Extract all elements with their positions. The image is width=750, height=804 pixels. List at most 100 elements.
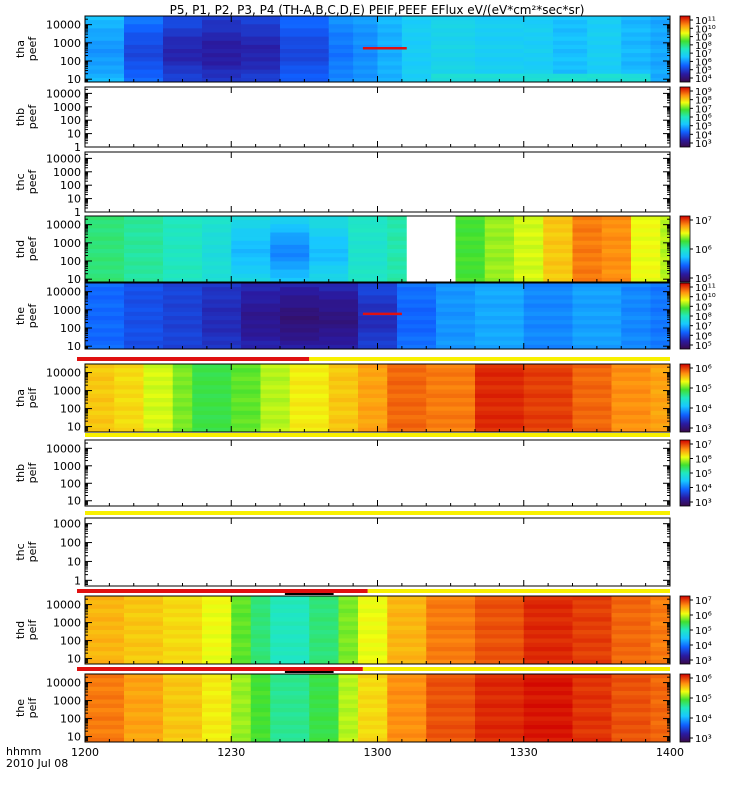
spectrogram-cell [250, 617, 271, 622]
spectrogram-cell [124, 220, 164, 225]
mode-bar-red [77, 667, 363, 671]
spectrogram-cell [192, 393, 232, 399]
spectrogram-cell [387, 277, 408, 283]
spectrogram-cell [601, 253, 632, 258]
spectrogram-cell [387, 415, 427, 420]
spectrogram-cell [523, 73, 554, 79]
spectrogram-cell [436, 283, 476, 288]
spectrogram-cell [270, 240, 310, 246]
spectrogram-cell [163, 61, 203, 66]
spectrogram-cell [572, 729, 612, 734]
spectrogram-cell [85, 625, 125, 631]
spectrogram-cell [358, 634, 388, 639]
spectrogram-cell [163, 249, 203, 254]
y-tick-label: 100 [60, 55, 81, 68]
spectrogram-cell [124, 659, 164, 665]
spectrogram-cell [250, 733, 271, 739]
spectrogram-cell [163, 686, 203, 692]
spectrogram-cell [309, 725, 339, 730]
spectrogram-cell [309, 273, 349, 279]
spectrogram-cell [231, 604, 252, 610]
spectrogram-cell [280, 303, 320, 309]
spectrogram-cell [85, 20, 125, 25]
spectrogram-cell [523, 77, 554, 83]
spectrogram-cell [514, 220, 544, 225]
spectrogram-cell [85, 311, 125, 317]
colorbar-tick-label: 10⁶ [695, 57, 712, 68]
spectrogram-cell [401, 44, 432, 50]
spectrogram-cell [387, 621, 427, 627]
spectrogram-cell [163, 232, 203, 238]
spectrogram-cell [202, 729, 232, 734]
spectrogram-cell [114, 393, 144, 399]
spectrogram-cell [426, 691, 476, 696]
spectrogram-cell [85, 651, 125, 656]
spectrogram-cell [523, 625, 573, 631]
spectrogram-cell [202, 20, 242, 25]
spectrogram-cell [358, 725, 388, 730]
spectrogram-cell [202, 604, 232, 610]
spectrogram-cell [543, 249, 573, 254]
y-axis-label-line: the [14, 699, 27, 717]
spectrogram-cell [163, 299, 203, 305]
spectrogram-cell [85, 49, 125, 54]
spectrogram-cell [426, 389, 476, 395]
spectrogram-cell [280, 20, 330, 25]
spectrogram-cell [572, 686, 612, 692]
spectrogram-cell [523, 20, 554, 25]
colorbar-tick-label: 10⁷ [695, 440, 712, 451]
spectrogram-cell [650, 40, 671, 46]
spectrogram-cell [202, 57, 242, 62]
spectrogram-cell [553, 69, 588, 75]
spectrogram-cell [621, 20, 651, 25]
spectrogram-cell [348, 277, 388, 283]
spectrogram-cell [270, 733, 310, 739]
spectrogram-cell [289, 410, 330, 416]
spectrogram-cell [202, 655, 232, 661]
spectrogram-cell [124, 73, 164, 79]
spectrogram-cell [650, 604, 671, 610]
spectrogram-cell [358, 364, 388, 369]
spectrogram-cell [143, 415, 174, 420]
y-tick-label: 10 [67, 273, 81, 286]
spectrogram-cell [338, 638, 359, 644]
spectrogram-cell [660, 253, 671, 258]
spectrogram-cell [328, 49, 354, 54]
spectrogram-cell [328, 65, 354, 71]
spectrogram-cell [387, 228, 408, 233]
spectrogram-cell [401, 49, 432, 54]
spectrogram-cell [241, 16, 281, 21]
spectrogram-cell [426, 381, 476, 386]
spectrogram-cell [270, 634, 310, 639]
spectrogram-cell [309, 655, 339, 661]
spectrogram-cell [280, 24, 330, 29]
y-axis-label: thdpeif [14, 619, 39, 641]
spectrogram-cell [202, 299, 242, 305]
spectrogram-cell [309, 691, 339, 696]
spectrogram-cell [650, 32, 671, 38]
spectrogram-cell [387, 630, 427, 635]
spectrogram-cell [523, 716, 573, 722]
spectrogram-cell [377, 69, 403, 75]
spectrogram-cell [387, 419, 427, 424]
spectrogram-cell [436, 328, 476, 333]
y-tick-label: 1000 [53, 385, 81, 398]
spectrogram-cell [572, 328, 622, 333]
spectrogram-cell [358, 647, 388, 652]
spectrogram-cell [436, 344, 476, 350]
spectrogram-cell [650, 406, 671, 412]
spectrogram-cell [124, 642, 164, 648]
spectrogram-cell [611, 674, 651, 679]
spectrogram-cell [163, 712, 203, 717]
spectrogram-cell [358, 655, 388, 661]
spectrogram-cell [202, 32, 242, 38]
spectrogram-cell [358, 613, 388, 618]
spectrogram-cell [309, 261, 349, 266]
spectrogram-cell [280, 344, 320, 350]
spectrogram-cell [202, 24, 242, 29]
spectrogram-cell [124, 36, 164, 42]
spectrogram-cell [309, 729, 339, 734]
spectrogram-cell [358, 368, 388, 373]
colorbar-tick-label: 10⁴ [695, 484, 712, 495]
y-axis-label: thapeif [14, 387, 39, 409]
